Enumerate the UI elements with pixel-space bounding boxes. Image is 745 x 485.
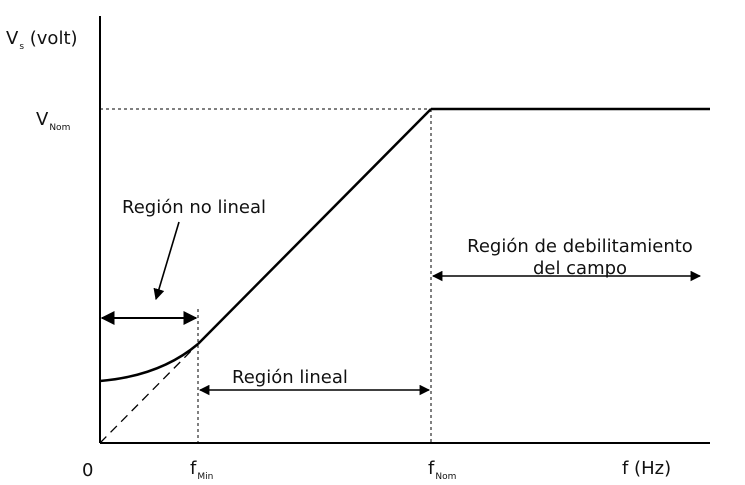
fnom-tick-sub: Nom (435, 472, 457, 482)
y-axis-label-sub: s (19, 42, 25, 52)
weakening-region-label: Región de debilitamiento del campo (460, 236, 700, 280)
fmin-tick-sub: Min (197, 472, 214, 482)
x-tick-zero: 0 (82, 460, 94, 481)
y-axis-label-unit: (volt) (24, 28, 78, 49)
weakening-region-label-line2: del campo (532, 258, 628, 279)
nonlinear-label-pointer (153, 221, 180, 301)
fmin-tick-label: fMin (190, 458, 213, 482)
linear-region-label: Región lineal (232, 367, 348, 388)
vnom-tick-sub: Nom (49, 123, 71, 133)
fnom-tick-main: f (428, 458, 435, 479)
nonlinear-region-label: Región no lineal (122, 197, 266, 218)
y-axis-label-main: V (6, 28, 19, 49)
fmin-tick-main: f (190, 458, 197, 479)
voltage-curve-nonlinear (99, 343, 199, 383)
fnom-tick-label: fNom (428, 458, 456, 482)
x-axis-label: f (Hz) (622, 458, 672, 479)
voltage-curve-linear (197, 108, 432, 345)
y-axis-label: Vs (volt) (6, 28, 78, 52)
vnom-tick-main: V (36, 109, 49, 130)
linear-extrapolation-dashed (99, 343, 199, 444)
vnom-tick-label: VNom (36, 109, 70, 133)
weakening-region-label-line1: Región de debilitamiento (467, 236, 693, 257)
